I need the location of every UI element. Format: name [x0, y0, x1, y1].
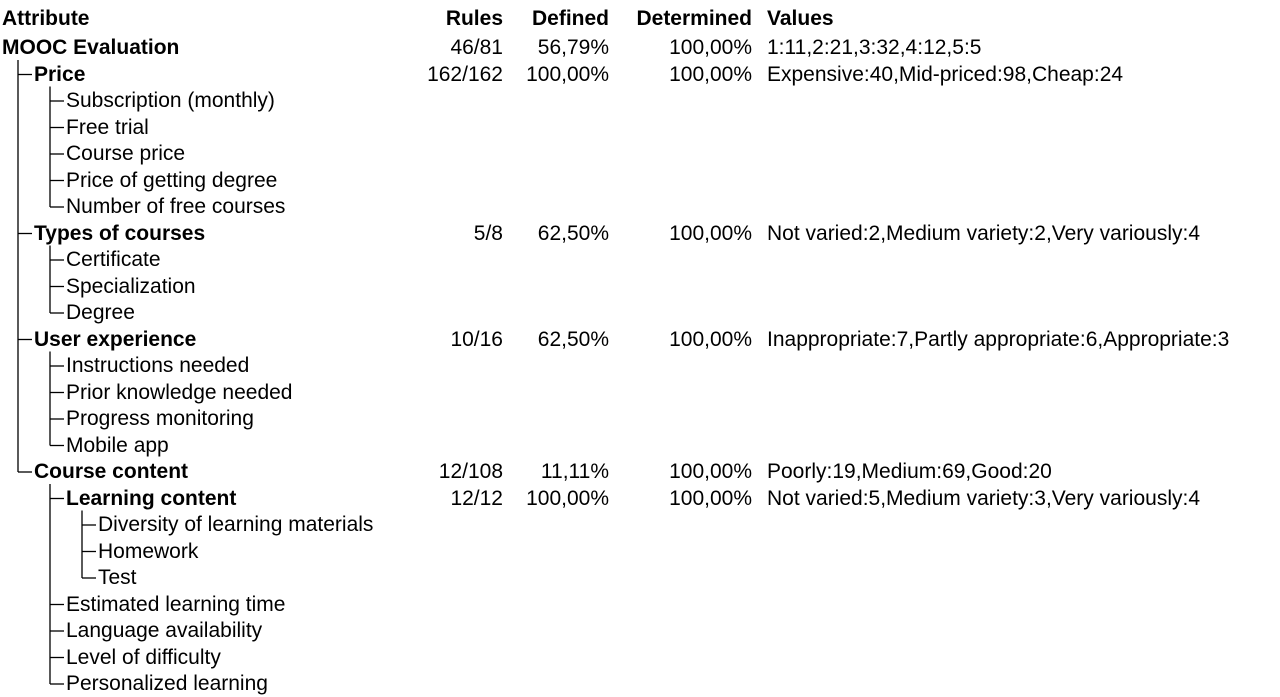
- attr-values: Not varied:2,Medium variety:2,Very vario…: [767, 221, 1201, 245]
- basic-attribute: Level of difficulty: [66, 645, 221, 669]
- attr-rules: 12/12: [450, 486, 503, 510]
- attr-values: Inappropriate:7,Partly appropriate:6,App…: [767, 327, 1230, 351]
- attr-rules: 162/162: [427, 62, 503, 86]
- attr-defined: 62,50%: [537, 221, 609, 245]
- basic-attribute: Diversity of learning materials: [98, 513, 374, 536]
- attr-values: 1:11,2:21,3:32,4:12,5:5: [767, 36, 982, 59]
- attr-values: Not varied:5,Medium variety:3,Very vario…: [767, 486, 1201, 510]
- column-header: Rules: [445, 7, 503, 30]
- attr-defined: 100,00%: [526, 486, 609, 510]
- attr-determined: 100,00%: [669, 62, 752, 86]
- attr-rules: 12/108: [438, 460, 503, 483]
- column-header: Attribute: [2, 7, 90, 30]
- attr-determined: 100,00%: [669, 327, 752, 351]
- basic-attribute: Test: [98, 566, 137, 589]
- basic-attribute: Language availability: [66, 619, 263, 642]
- attr-rules: 5/8: [473, 221, 503, 245]
- aggregate-attribute: Course content: [34, 460, 189, 483]
- basic-attribute: Degree: [66, 301, 135, 324]
- attr-determined: 100,00%: [669, 36, 752, 59]
- attr-values: Expensive:40,Mid-priced:98,Cheap:24: [767, 62, 1124, 86]
- basic-attribute: Mobile app: [66, 433, 169, 457]
- column-header: Defined: [531, 7, 609, 30]
- aggregate-attribute: Learning content: [66, 486, 237, 510]
- basic-attribute: Course price: [66, 142, 186, 165]
- basic-attribute: Price of getting degree: [66, 168, 278, 192]
- attr-values: Poorly:19,Medium:69,Good:20: [767, 460, 1052, 483]
- aggregate-attribute: User experience: [34, 327, 197, 351]
- attr-defined: 62,50%: [537, 327, 609, 351]
- basic-attribute: Progress monitoring: [66, 407, 254, 430]
- basic-attribute: Homework: [98, 539, 199, 563]
- column-header: Values: [767, 7, 834, 30]
- basic-attribute: Instructions needed: [66, 354, 250, 377]
- basic-attribute: Free trial: [66, 115, 149, 139]
- basic-attribute: Estimated learning time: [66, 592, 286, 616]
- aggregate-attribute: MOOC Evaluation: [2, 36, 180, 59]
- attr-defined: 11,11%: [540, 460, 609, 483]
- basic-attribute: Number of free courses: [66, 195, 286, 218]
- attr-rules: 10/16: [450, 327, 503, 351]
- attr-determined: 100,00%: [669, 221, 752, 245]
- aggregate-attribute: Price: [34, 62, 86, 86]
- column-header: Determined: [636, 7, 752, 30]
- attr-determined: 100,00%: [669, 460, 752, 483]
- attr-determined: 100,00%: [669, 486, 752, 510]
- basic-attribute: Certificate: [66, 248, 161, 271]
- basic-attribute: Prior knowledge needed: [66, 380, 293, 404]
- basic-attribute: Personalized learning: [66, 672, 268, 695]
- attr-defined: 100,00%: [526, 62, 609, 86]
- basic-attribute: Specialization: [66, 274, 196, 298]
- aggregate-attribute: Types of courses: [34, 221, 206, 245]
- basic-attribute: Subscription (monthly): [66, 89, 275, 112]
- attr-rules: 46/81: [450, 36, 503, 59]
- attr-defined: 56,79%: [537, 36, 609, 59]
